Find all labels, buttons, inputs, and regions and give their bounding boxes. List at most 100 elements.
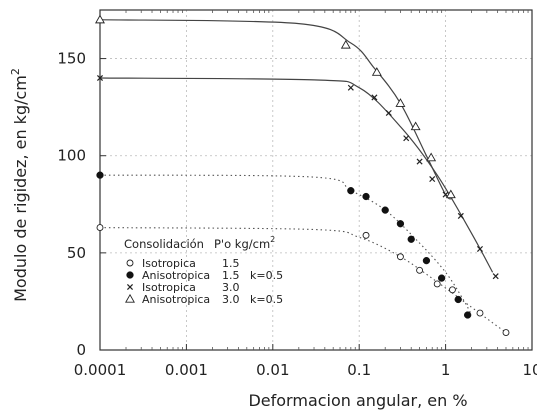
data-point-open-circle-shape [416, 266, 424, 274]
legend-entry-label: Anisotropica [142, 293, 210, 306]
data-point-open-circle-shape [433, 280, 441, 288]
x-tick-label: 0.01 [256, 361, 289, 379]
legend-entry-extra: k=0.5 [250, 293, 283, 306]
data-point-filled-circle [381, 206, 389, 214]
legend-marker-open-circle-shape [126, 259, 134, 267]
data-point-cross [492, 273, 499, 280]
data-point-filled-circle-shape [96, 171, 104, 179]
legend-marker-cross [126, 283, 134, 291]
data-point-cross [385, 109, 392, 116]
data-point-open-circle-shape [362, 231, 370, 239]
legend-marker-cross-stroke-b [126, 283, 134, 291]
data-point-filled-circle-shape [437, 274, 446, 282]
legend-title-pressure: P'o kg/cm2 [214, 235, 275, 251]
data-point-cross-stroke-b [442, 191, 449, 198]
data-point-open-circle [416, 266, 424, 274]
y-tick-label: 0 [76, 341, 86, 359]
data-point-filled-circle [422, 256, 431, 265]
data-point-open-triangle [445, 189, 456, 199]
data-point-open-triangle-shape [340, 39, 351, 49]
data-point-cross [403, 135, 410, 142]
legend-entry-label: Isotropica [142, 257, 196, 270]
legend-marker-open-triangle [125, 293, 135, 303]
y-tick-label: 150 [57, 50, 86, 68]
data-point-filled-circle-shape [454, 295, 462, 304]
legend: Consolidación P'o kg/cm2 Isotropica 1.5An… [124, 235, 283, 306]
data-point-open-circle [96, 224, 104, 232]
y-tick-label: 50 [67, 244, 86, 262]
data-point-filled-circle-shape [407, 235, 415, 243]
x-tick-label: 0.0001 [74, 361, 127, 379]
grid [100, 10, 532, 350]
y-axis-ticks: 0 50 100 150 [57, 50, 106, 359]
data-point-open-triangle [340, 39, 351, 49]
x-tick-label: 1 [441, 361, 451, 379]
y-axis-label-superscript: 2 [9, 68, 22, 75]
data-point-open-triangle-shape [371, 67, 382, 76]
legend-entry: Isotropica 1.5 [126, 257, 240, 270]
plot-frame [99, 9, 533, 351]
data-point-cross [416, 158, 423, 165]
data-point-filled-circle [362, 192, 370, 201]
legend-entry-label: Isotropica [142, 281, 196, 294]
legend-entry-value: 3.0 [222, 293, 240, 306]
data-point-open-triangle [371, 67, 382, 76]
data-point-cross-stroke-b [492, 273, 499, 280]
legend-entries: Isotropica 1.5 Anisotropica 1.5 k=0.5 Isotrop… [125, 257, 283, 306]
data-point-cross-stroke-b [96, 74, 104, 82]
data-point-open-circle-shape [448, 286, 456, 294]
data-point-filled-circle [407, 235, 415, 243]
data-point-open-circle-shape [502, 329, 510, 336]
data-point-open-circle [502, 329, 510, 336]
y-axis-label: Modulo de rigidez, en kg/cm2 [9, 68, 30, 302]
data-point-filled-circle-shape [362, 192, 370, 201]
series-points [95, 14, 510, 336]
data-point-open-circle-shape [476, 309, 484, 317]
data-point-open-circle [396, 253, 404, 261]
legend-entry-value: 3.0 [222, 281, 240, 294]
data-point-cross-stroke-b [457, 212, 464, 219]
data-point-open-circle-shape [96, 224, 104, 232]
legend-entry: Isotropica 3.0 [126, 281, 240, 294]
legend-title-consolidation: Consolidación [124, 237, 204, 251]
legend-marker-open-circle [126, 259, 134, 267]
data-point-open-triangle [95, 14, 105, 24]
data-point-cross-stroke-b [476, 245, 484, 252]
data-point-filled-circle [396, 220, 405, 228]
data-point-open-triangle [395, 98, 406, 107]
data-point-filled-circle [347, 187, 355, 195]
data-point-open-circle-shape [396, 253, 404, 261]
x-axis-ticks: 0.0001 0.001 0.01 0.1 1 10 [74, 10, 537, 379]
legend-title-pressure-text: P'o kg/cm [214, 237, 270, 251]
y-tick-label: 100 [57, 147, 86, 165]
data-point-cross-stroke-b [429, 176, 436, 183]
data-point-filled-circle [454, 295, 462, 304]
data-point-open-triangle-shape [426, 152, 437, 162]
data-point-cross [347, 84, 354, 91]
legend-entry: Anisotropica 3.0 k=0.5 [125, 293, 283, 306]
legend-marker-open-triangle-shape [125, 293, 135, 303]
data-point-filled-circle-shape [396, 220, 405, 228]
data-point-cross [429, 176, 436, 183]
legend-marker-filled-circle [126, 271, 134, 279]
x-tick-label: 0.1 [347, 361, 371, 379]
y-axis-label-text: Modulo de rigidez, en kg/cm [11, 75, 30, 302]
data-point-cross [476, 245, 484, 252]
legend-title-pressure-superscript: 2 [270, 235, 275, 244]
series-open-triangle-curve [99, 19, 453, 200]
data-point-open-triangle-shape [395, 98, 406, 107]
legend-entry-extra: k=0.5 [250, 269, 283, 282]
data-point-filled-circle [464, 311, 472, 319]
data-point-cross-stroke-b [371, 94, 378, 101]
data-point-open-triangle [410, 121, 421, 131]
data-point-filled-circle [437, 274, 446, 282]
data-point-filled-circle-shape [422, 256, 431, 265]
legend-entry-value: 1.5 [222, 269, 240, 282]
x-axis-label: Deformacion angular, en % [248, 391, 467, 410]
data-point-cross [457, 212, 464, 219]
data-point-open-triangle-shape [410, 121, 421, 131]
data-point-filled-circle-shape [347, 187, 355, 195]
x-tick-label: 10 [522, 361, 537, 379]
data-point-cross-stroke-b [385, 109, 392, 116]
